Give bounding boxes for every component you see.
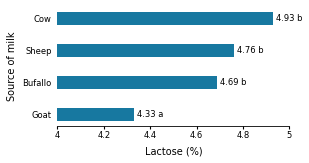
Bar (57, 76, 218, 89)
Bar (57, 44, 234, 57)
Text: 4.93 b: 4.93 b (276, 14, 303, 23)
Text: 4.76 b: 4.76 b (236, 46, 263, 55)
X-axis label: Lactose (%): Lactose (%) (145, 146, 202, 156)
Bar (57, 108, 134, 120)
Text: 4.69 b: 4.69 b (220, 78, 247, 87)
Text: 4.33 a: 4.33 a (137, 110, 163, 119)
Bar (57, 12, 273, 24)
Y-axis label: Source of milk: Source of milk (7, 32, 17, 101)
